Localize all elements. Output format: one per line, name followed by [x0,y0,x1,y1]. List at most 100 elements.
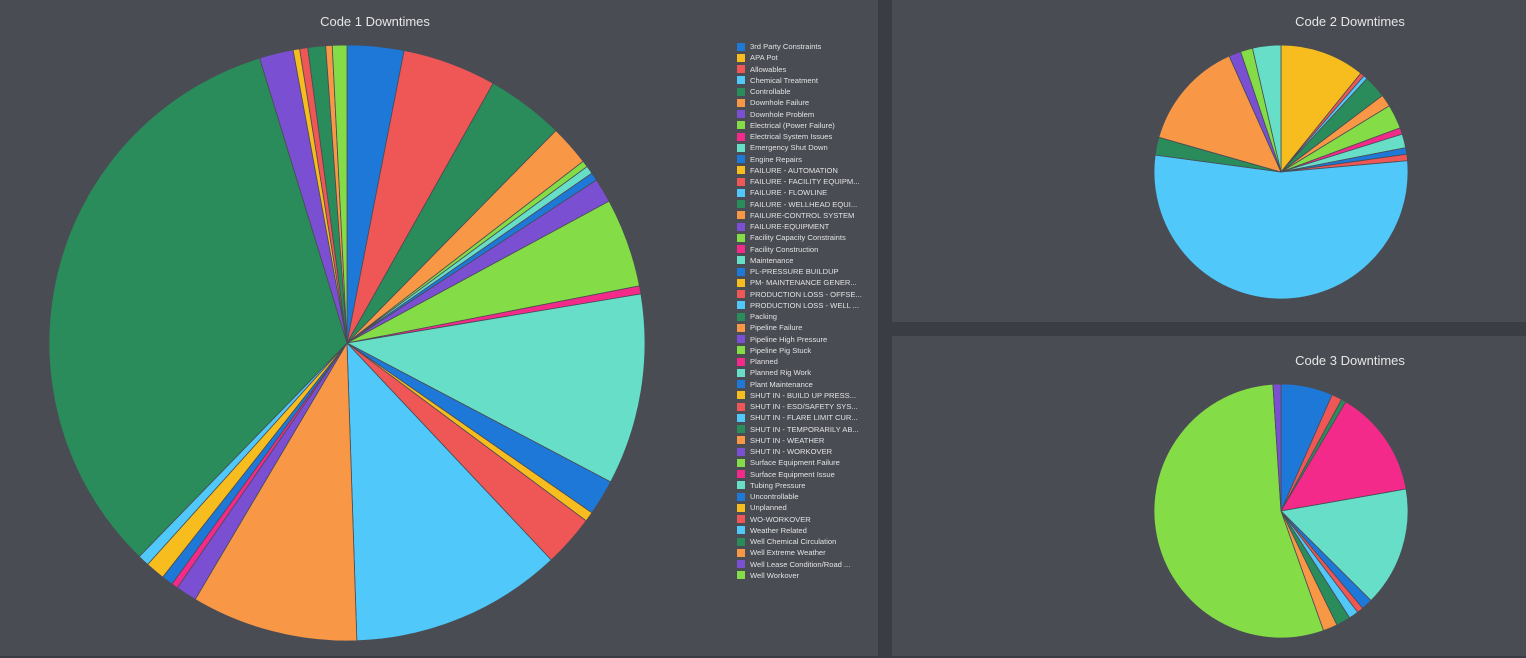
legend-item[interactable]: SHUT IN - WEATHER [737,435,869,446]
legend-swatch [737,391,745,400]
legend-label: SHUT IN - WEATHER [750,435,825,445]
legend-label: PRODUCTION LOSS - OFFSE... [750,289,862,299]
legend-item[interactable]: Allowables [737,64,869,75]
legend-item[interactable]: Downhole Failure [737,97,869,108]
code2-pie-chart [1153,44,1409,300]
legend-swatch [737,53,745,62]
legend-item[interactable]: WO-WORKOVER [737,514,869,525]
legend-swatch [737,413,745,422]
legend-swatch [737,323,745,332]
legend-item[interactable]: Well Extreme Weather [737,547,869,558]
legend-item[interactable]: Unplanned [737,502,869,513]
legend-item[interactable]: Surface Equipment Issue [737,469,869,480]
legend-item[interactable]: Well Workover [737,570,869,581]
legend-swatch [737,436,745,445]
legend-item[interactable]: FAILURE - AUTOMATION [737,165,869,176]
legend-item[interactable]: Electrical (Power Failure) [737,120,869,131]
legend-item[interactable]: Engine Repairs [737,154,869,165]
legend-label: SHUT IN - ESD/SAFETY SYS... [750,402,858,412]
pie-slice[interactable] [1153,383,1325,639]
code3-chart-title: Code 3 Downtimes [1295,353,1405,368]
pie-slice[interactable] [1153,154,1409,300]
pie-slice[interactable] [1280,44,1362,174]
legend-label: Uncontrollable [750,492,799,502]
pie-slice[interactable] [1272,383,1282,512]
legend-swatch [737,335,745,344]
legend-swatch [737,278,745,287]
pie-slice[interactable] [1252,44,1282,173]
legend-item[interactable]: Chemical Treatment [737,75,869,86]
legend-label: APA Pot [750,53,778,63]
legend-item[interactable]: SHUT IN - ESD/SAFETY SYS... [737,401,869,412]
pie-slice[interactable] [345,293,646,483]
legend-item[interactable]: Facility Construction [737,244,869,255]
legend-item[interactable]: PL-PRESSURE BUILDUP [737,266,869,277]
legend-item[interactable]: SHUT IN - WORKOVER [737,446,869,457]
legend-label: Surface Equipment Issue [750,469,835,479]
legend-label: Well Lease Condition/Road ... [750,559,851,569]
legend-item[interactable]: FAILURE-CONTROL SYSTEM [737,210,869,221]
legend-item[interactable]: Planned [737,356,869,367]
pie-slice[interactable] [1280,401,1407,512]
legend-item[interactable]: Electrical System Issues [737,131,869,142]
legend-item[interactable]: Pipeline High Pressure [737,334,869,345]
legend-label: FAILURE - AUTOMATION [750,165,838,175]
legend-item[interactable]: Well Chemical Circulation [737,536,869,547]
legend-item[interactable]: Controllable [737,86,869,97]
legend-swatch [737,470,745,479]
legend-swatch [737,357,745,366]
legend-swatch [737,98,745,107]
legend-item[interactable]: Tubing Pressure [737,480,869,491]
legend-label: Pipeline Pig Stuck [750,345,812,355]
legend-item[interactable]: PRODUCTION LOSS - OFFSE... [737,289,869,300]
legend-item[interactable]: Surface Equipment Failure [737,457,869,468]
legend-label: Planned [750,357,778,367]
legend-swatch [737,368,745,377]
legend-label: Engine Repairs [750,154,802,164]
legend-item[interactable]: SHUT IN - FLARE LIMIT CUR... [737,412,869,423]
legend-label: PL-PRESSURE BUILDUP [750,267,839,277]
legend-item[interactable]: Plant Maintenance [737,379,869,390]
legend-item[interactable]: SHUT IN - BUILD UP PRESS... [737,390,869,401]
legend-item[interactable]: FAILURE - FACILITY EQUIPM... [737,176,869,187]
legend-item[interactable]: FAILURE - WELLHEAD EQUI... [737,199,869,210]
legend-item[interactable]: FAILURE-EQUIPMENT [737,221,869,232]
legend-item[interactable]: PRODUCTION LOSS - WELL ... [737,300,869,311]
legend-item[interactable]: Weather Related [737,525,869,536]
legend-item[interactable]: Packing [737,311,869,322]
legend-item[interactable]: PM- MAINTENANCE GENER... [737,277,869,288]
pie-slice[interactable] [1280,488,1409,602]
pie-slice[interactable] [331,44,348,344]
legend-label: Controllable [750,87,791,97]
pie-slice[interactable] [346,341,552,642]
legend-item[interactable]: Facility Capacity Constraints [737,232,869,243]
legend-item[interactable]: Uncontrollable [737,491,869,502]
pie-slice[interactable] [1158,55,1282,173]
legend-swatch [737,301,745,310]
legend-item[interactable]: Maintenance [737,255,869,266]
legend-item[interactable]: Planned Rig Work [737,367,869,378]
legend-item[interactable]: Pipeline Failure [737,322,869,333]
legend-swatch [737,110,745,119]
legend-item[interactable]: FAILURE - FLOWLINE [737,187,869,198]
legend-label: Chemical Treatment [750,75,818,85]
legend-swatch [737,481,745,490]
pie-slice[interactable] [48,57,348,558]
legend-label: Facility Construction [750,244,819,254]
legend-item[interactable]: SHUT IN - TEMPORARILY AB... [737,424,869,435]
pie-slice[interactable] [194,341,358,642]
legend-label: FAILURE-EQUIPMENT [750,222,830,232]
legend-label: Planned Rig Work [750,368,812,378]
legend-item[interactable]: 3rd Party Constraints [737,41,869,52]
legend-item[interactable]: APA Pot [737,52,869,63]
legend-label: Weather Related [750,525,807,535]
legend-item[interactable]: Well Lease Condition/Road ... [737,559,869,570]
legend-label: Packing [750,312,778,322]
legend-swatch [737,200,745,209]
legend-item[interactable]: Emergency Shut Down [737,142,869,153]
legend-label: Tubing Pressure [750,480,806,490]
legend-item[interactable]: Pipeline Pig Stuck [737,345,869,356]
legend-item[interactable]: Downhole Problem [737,109,869,120]
legend-label: SHUT IN - FLARE LIMIT CUR... [750,413,858,423]
legend-swatch [737,87,745,96]
